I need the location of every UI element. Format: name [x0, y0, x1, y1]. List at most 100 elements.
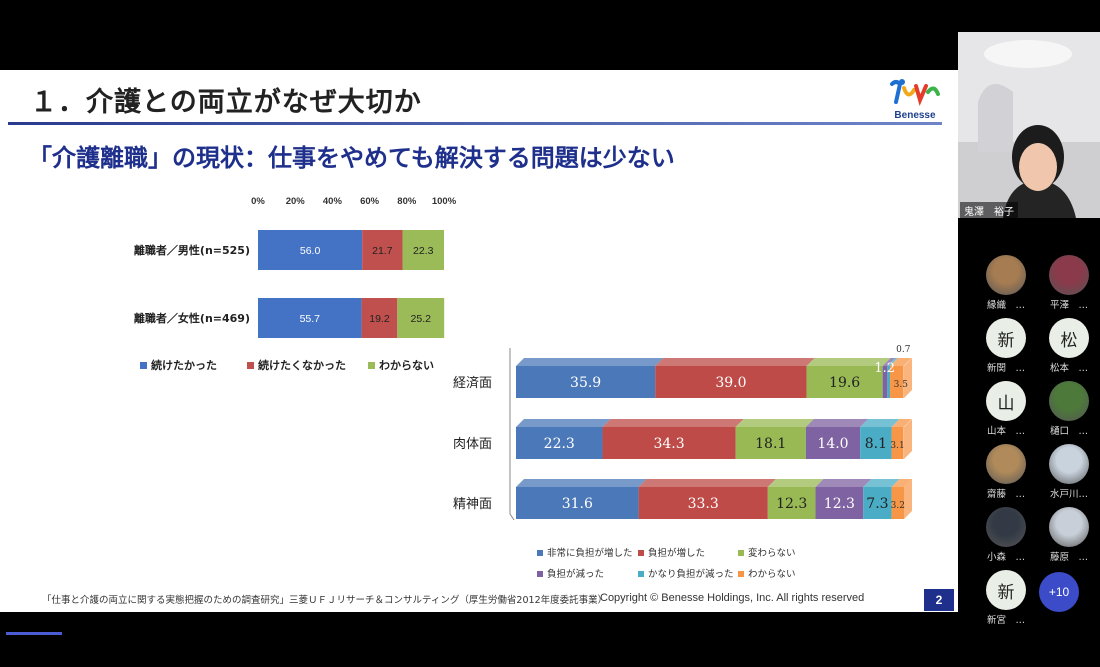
bar-side-face	[904, 419, 912, 459]
participant-name: 新関 …	[986, 363, 1025, 374]
legend-label: 続けたかった	[151, 358, 217, 372]
bar-segment	[735, 427, 806, 459]
bar-top-face	[638, 479, 776, 487]
participant-tile[interactable]: 水戸川…	[1038, 444, 1098, 504]
bar-top-face	[890, 358, 912, 366]
participant-tile[interactable]: 小森 …	[975, 507, 1035, 567]
participant-tile[interactable]: 縁織 …	[975, 255, 1035, 315]
legend-label: わからない	[379, 359, 434, 372]
bar-segment	[361, 298, 398, 338]
data-label: 3.5	[894, 380, 909, 390]
participant-tile[interactable]: 樋口 …	[1038, 381, 1098, 441]
participant-tile[interactable]: 齋藤 …	[975, 444, 1035, 504]
data-label: 21.7	[372, 245, 393, 257]
bar-segment	[258, 230, 363, 270]
legend-label: わからない	[748, 569, 796, 580]
participant-name: 縁織 …	[986, 300, 1025, 311]
bar-segment	[815, 487, 864, 519]
legend-label: 負担が減った	[547, 568, 604, 580]
benesse-logo: Benesse	[884, 78, 946, 124]
participant-tile[interactable]: 藤原 …	[1038, 507, 1098, 567]
legend-swatch	[738, 571, 744, 577]
bar-top-face	[815, 479, 872, 487]
bar-segment	[891, 427, 904, 459]
legend-label: かなり負担が減った	[648, 568, 734, 580]
more-participants-button[interactable]: +10	[1039, 572, 1079, 612]
bar-segment	[887, 366, 891, 398]
participant-tile[interactable]: 新新関 …	[975, 318, 1035, 378]
data-label: 18.1	[755, 436, 786, 452]
legend-swatch	[738, 550, 744, 556]
data-label: 0.7	[896, 345, 911, 355]
legend-swatch	[638, 550, 644, 556]
slide-title: １．介護との両立がなぜ大切か	[30, 87, 422, 118]
bar-side-face	[904, 479, 912, 519]
participant-tile[interactable]: 新新宮 …	[975, 570, 1035, 630]
data-label: 19.2	[369, 313, 390, 325]
legend-swatch	[368, 362, 375, 369]
photo-avatar-5	[986, 507, 1026, 547]
category-label: 離職者／男性(n=525)	[134, 243, 250, 257]
participant-name: 平澤 …	[1049, 300, 1088, 311]
speaker-video-icon	[958, 32, 1100, 218]
photo-avatar-3	[986, 444, 1026, 484]
bar-top-face	[882, 358, 896, 366]
bar-top-face	[806, 358, 891, 366]
participant-name: 新宮 …	[986, 615, 1025, 626]
bar-segment	[516, 487, 639, 519]
bar-segment	[516, 366, 656, 398]
x-tick-label: 100%	[432, 196, 457, 207]
participant-tile[interactable]: 山山本 …	[975, 381, 1035, 441]
participant-name: 水戸川…	[1049, 489, 1088, 500]
bar-segment	[863, 487, 892, 519]
participant-initial-avatar: 新	[986, 318, 1026, 358]
category-label: 精神面	[453, 497, 492, 512]
bar-segment	[402, 230, 444, 270]
participant-name: 小森 …	[986, 552, 1025, 563]
bar-segment	[655, 366, 807, 398]
data-label: 33.3	[688, 496, 719, 512]
participant-initial-avatar: 新	[986, 570, 1026, 610]
benesse-logo-icon	[890, 79, 940, 106]
bar-segment	[638, 487, 768, 519]
photo-avatar-1	[986, 255, 1026, 295]
participant-name: 齋藤 …	[986, 489, 1025, 500]
slide-subtitle: 「介護離職」の現状：仕事をやめても解決する問題は少ない	[28, 144, 675, 172]
speaker-name: 鬼澤 裕子	[960, 202, 1018, 218]
participant-tile[interactable]: 松松本 …	[1038, 318, 1098, 378]
data-label: 56.0	[300, 245, 321, 257]
data-label: 39.0	[715, 375, 746, 391]
bar-segment	[362, 230, 403, 270]
data-label: 12.3	[776, 496, 807, 512]
bar-segment	[860, 427, 892, 459]
bar-top-face	[735, 419, 814, 427]
participant-initial-avatar: 松	[1049, 318, 1089, 358]
speaker-video-tile[interactable]: 鬼澤 裕子	[958, 32, 1100, 218]
bar-top-face	[891, 479, 912, 487]
data-label: 22.3	[544, 436, 575, 452]
logo-text: Benesse	[894, 110, 936, 121]
bar-segment	[602, 427, 736, 459]
x-tick-label: 60%	[360, 196, 380, 207]
bar-top-face	[655, 358, 815, 366]
legend-swatch	[537, 550, 543, 556]
bar-segment	[882, 366, 888, 398]
participant-tile[interactable]: 平澤 …	[1038, 255, 1098, 315]
bar-segment	[767, 487, 816, 519]
photo-avatar-6	[1049, 507, 1089, 547]
x-tick-label: 20%	[286, 196, 306, 207]
data-label: 55.7	[300, 313, 321, 325]
x-tick-label: 40%	[323, 196, 343, 207]
legend-label: 負担が増した	[648, 547, 705, 559]
toolbar-indicator	[6, 632, 62, 635]
data-label: 1.2	[874, 361, 895, 376]
x-tick-label: 0%	[251, 196, 265, 207]
page-number: 2	[924, 589, 954, 611]
footer-source: 「仕事と介護の両立に関する実態把握のための調査研究」三菱ＵＦＪリサーチ＆コンサル…	[42, 595, 608, 606]
legend-label: 続けたくなかった	[258, 358, 346, 372]
category-label: 経済面	[453, 375, 492, 391]
legend-swatch	[638, 571, 644, 577]
title-divider	[8, 122, 942, 125]
legend-swatch	[537, 571, 543, 577]
data-label: 31.6	[562, 496, 593, 512]
